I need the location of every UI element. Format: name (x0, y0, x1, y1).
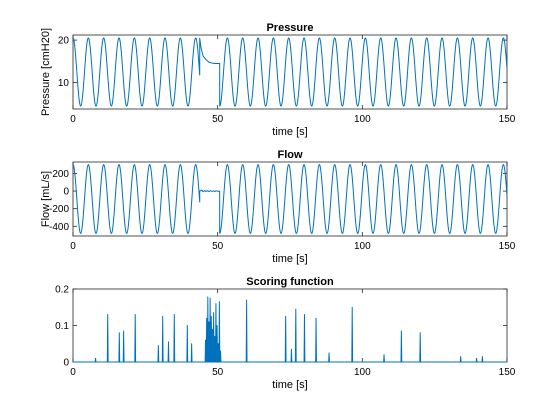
scoring-ticks: 0 50 100 150 0 0.1 0.2 (55, 285, 516, 379)
flow-ytick-label: -400 (49, 222, 69, 233)
flow-ytick-label: 200 (52, 169, 69, 180)
flow-series (72, 164, 508, 234)
scoring-series (73, 296, 507, 363)
flow-xtick-label: 50 (212, 241, 224, 252)
flow-ytick-label: 0 (63, 187, 69, 198)
pressure-xtick-label: 100 (354, 114, 371, 125)
scoring-ytick-label: 0.2 (55, 285, 69, 296)
flow-series-line (72, 164, 508, 234)
flow-xtick-label: 150 (499, 241, 516, 252)
scoring-xtick-label: 150 (499, 367, 516, 378)
pressure-subplot: Pressure time [s] Pressure [cmH20] 0 50 10… (40, 22, 516, 138)
pressure-ytick-label: 10 (58, 78, 70, 89)
pressure-plot-area (72, 34, 508, 110)
scoring-xlabel: time [s] (272, 379, 307, 391)
flow-xtick-label: 100 (354, 241, 371, 252)
scoring-plot-area (72, 288, 508, 363)
pressure-ytick-label: 20 (58, 36, 70, 47)
scoring-ytick-label: 0.1 (55, 321, 69, 332)
scoring-xtick-label: 100 (354, 367, 371, 378)
flow-plot-area (72, 161, 508, 237)
scoring-xtick-label: 0 (70, 367, 76, 378)
scoring-title: Scoring function (246, 276, 334, 288)
flow-xlabel: time [s] (272, 253, 307, 265)
flow-subplot: Flow time [s] Flow [mL/s] 0 50 100 150 -400 -… (40, 149, 516, 265)
flow-xtick-label: 0 (70, 241, 76, 252)
pressure-xtick-label: 0 (70, 114, 76, 125)
pressure-ylabel: Pressure [cmH20] (40, 28, 52, 116)
pressure-xlabel: time [s] (272, 126, 307, 138)
scoring-subplot: Scoring function time [s] 0 50 100 15000.10… (55, 276, 516, 391)
pressure-title: Pressure (266, 22, 313, 34)
flow-ylabel: Flow [mL/s] (40, 171, 52, 227)
scoring-series-line (73, 296, 507, 363)
pressure-xtick-label: 50 (212, 114, 224, 125)
pressure-series (72, 37, 508, 107)
flow-title: Flow (277, 149, 302, 161)
scoring-ytick-label: 0 (63, 358, 69, 369)
pressure-xtick-label: 150 (499, 114, 516, 125)
pressure-ticks: 0 50 100 150 10 20 (58, 35, 516, 125)
scoring-xtick-label: 50 (212, 367, 224, 378)
pressure-series-line (72, 37, 508, 107)
flow-ytick-label: -200 (49, 204, 69, 215)
